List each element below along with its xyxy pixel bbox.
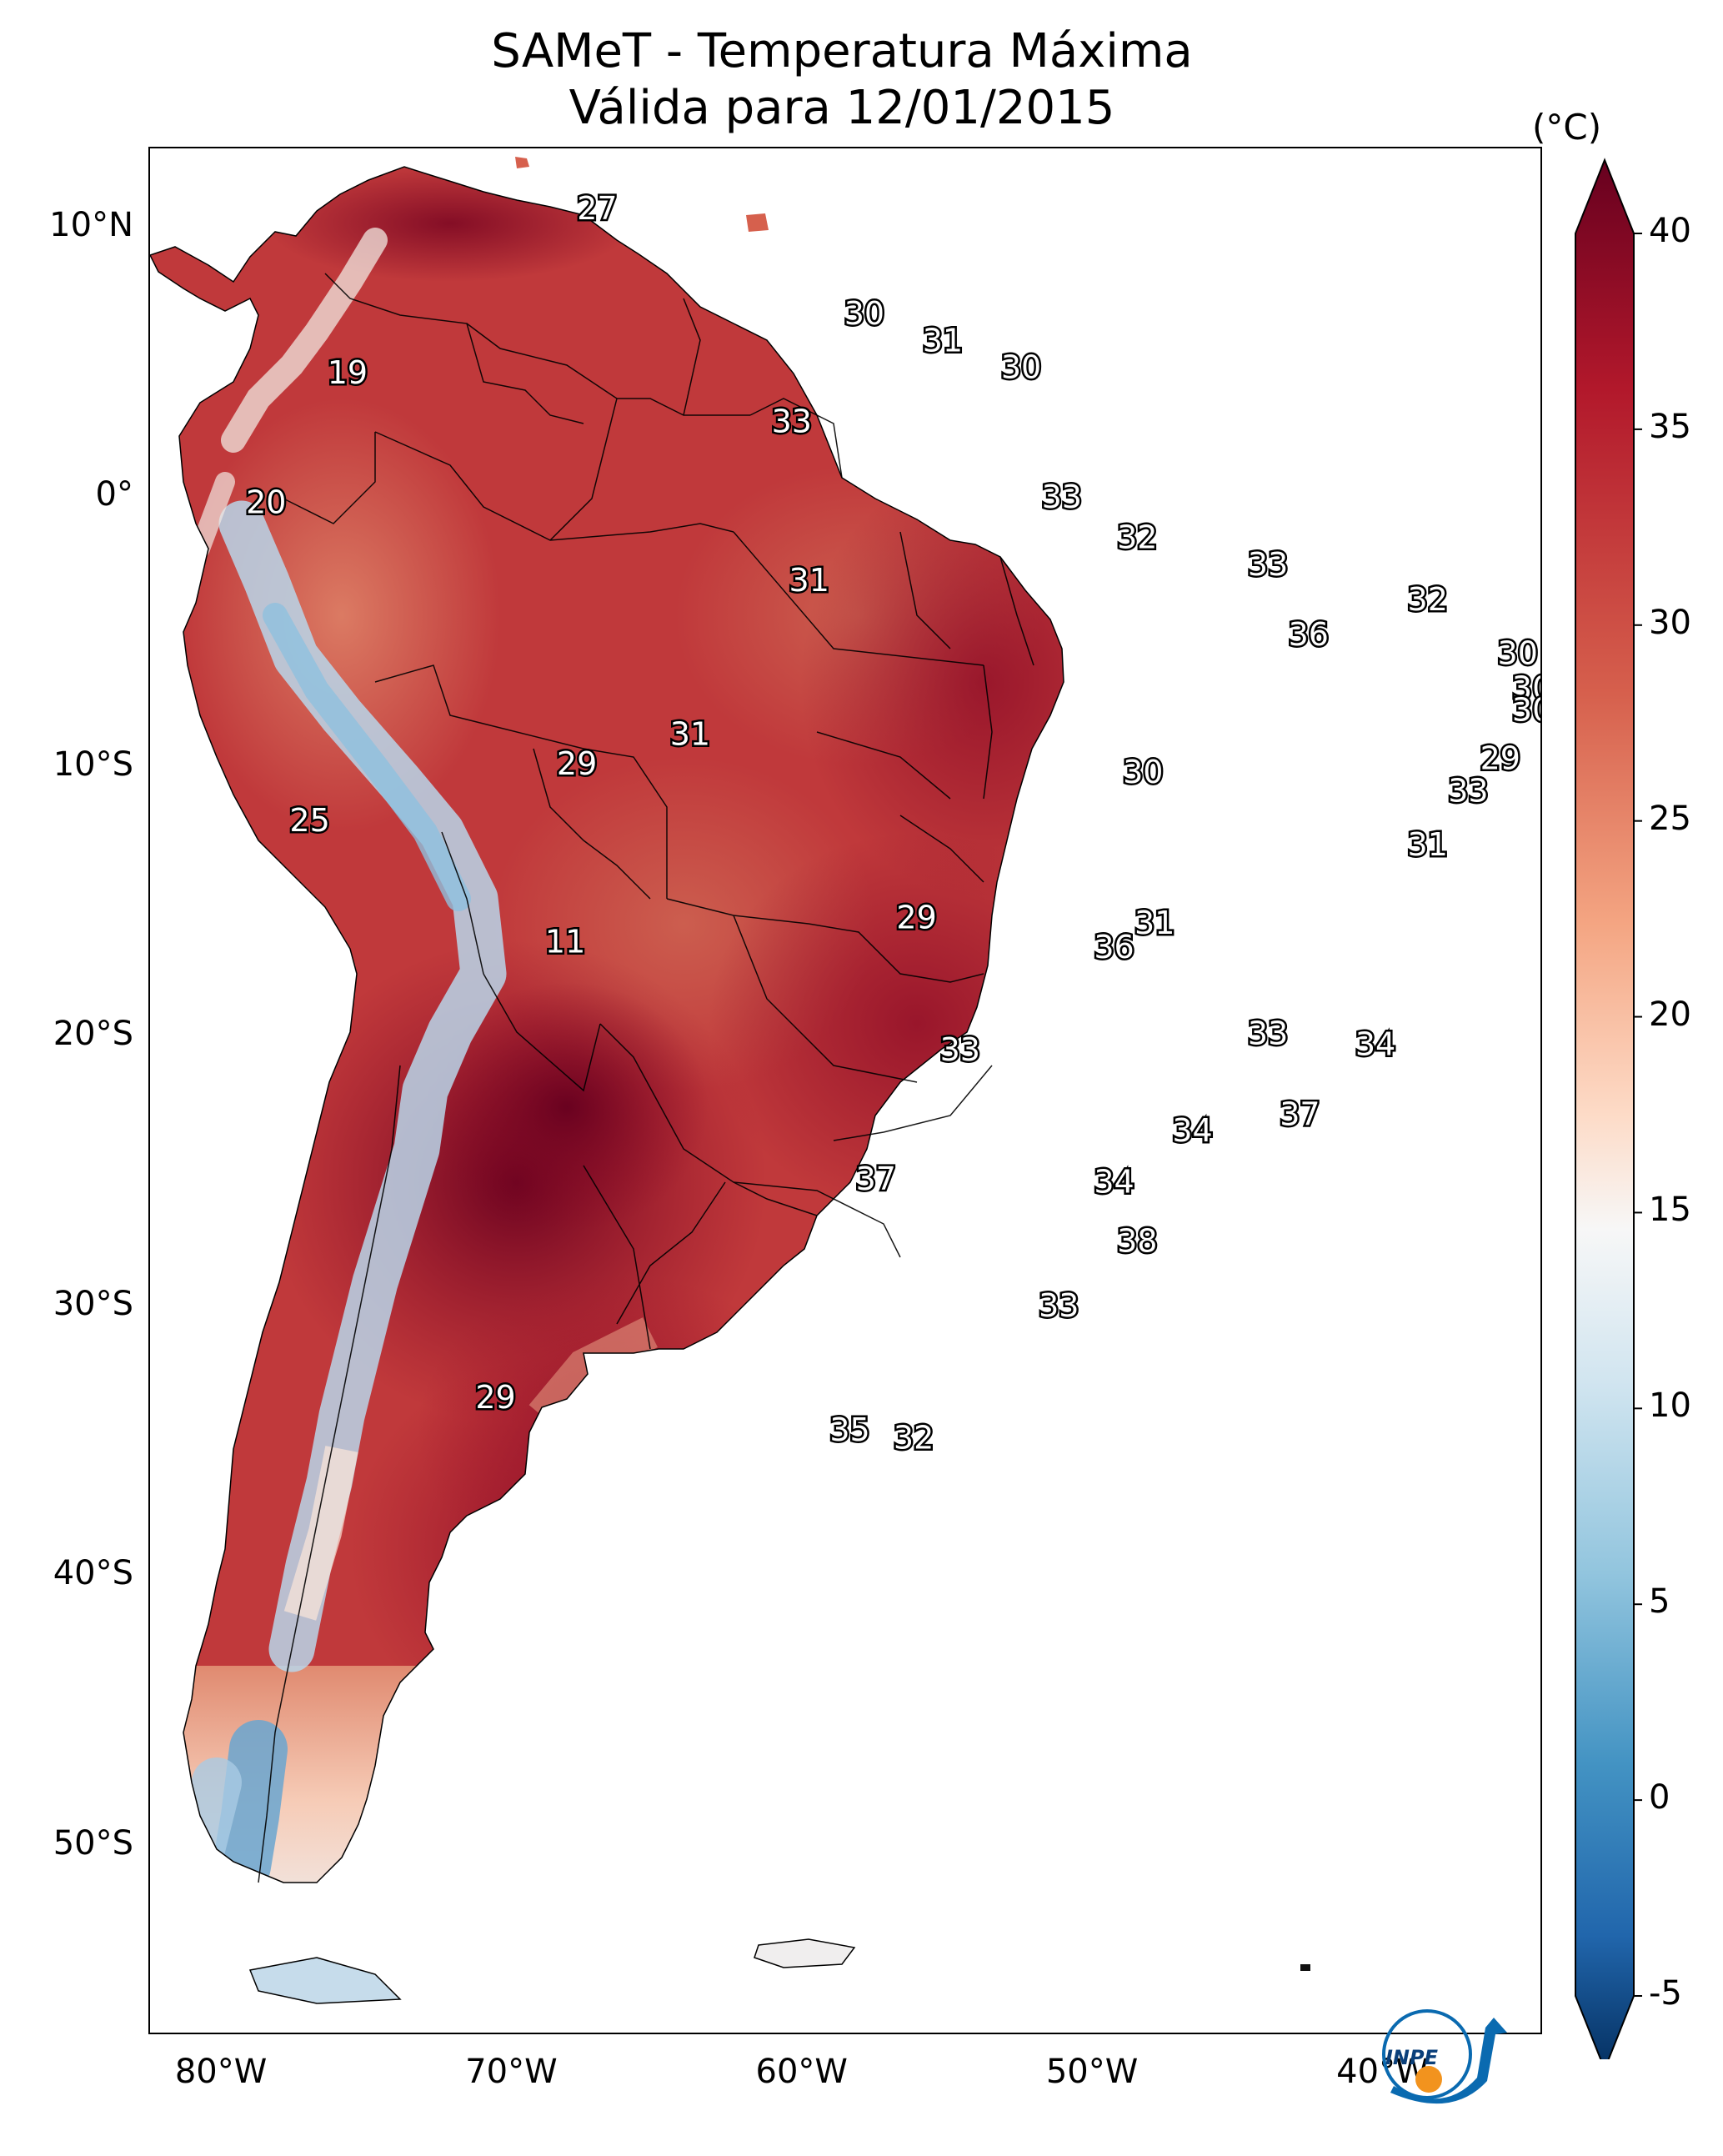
station-label: 33 [772,403,812,439]
station-label: 30 [1001,349,1041,386]
colorbar-tick-label: 25 [1649,799,1691,838]
land-mass [150,166,1064,1883]
station-label: 36 [1289,616,1329,653]
colorbar-tick-label: 30 [1649,603,1691,642]
colorbar-tick-label: 20 [1649,995,1691,1034]
colorbar [1575,158,1642,2059]
colorbar-tick-label: 10 [1649,1386,1691,1426]
latitude-tick-label: 50°S [53,1823,133,1863]
station-label: 32 [1408,581,1448,618]
colorbar-tickmarks [1634,233,1642,1997]
station-label: 31 [670,716,710,753]
inpe-logo: INPE [1382,2009,1507,2104]
station-label: 29 [896,900,936,936]
map-area[interactable]: 2719303130332033323133323630303031293029… [148,147,1542,2034]
station-label: 31 [1134,905,1175,941]
station-label: 33 [1248,546,1288,583]
station-label: 11 [545,924,585,960]
station-label: 31 [923,322,963,358]
colorbar-tick-label: 15 [1649,1191,1691,1230]
station-label: 25 [289,802,329,839]
colorbar-tick-label: 5 [1649,1582,1670,1622]
station-label: 34 [1172,1112,1212,1149]
station-label: 30 [1498,635,1538,672]
latitude-tick-label: 40°S [53,1554,133,1593]
station-labels: 2719303130332033323133323630303031293029… [244,188,1542,1458]
latitude-tick-label: 30°S [53,1284,133,1323]
station-label: 31 [789,562,829,599]
longitude-tick-label: 60°W [755,2053,848,2091]
station-label: 29 [557,745,597,782]
station-label: 31 [1408,826,1448,863]
station-label: 33 [1448,773,1488,810]
station-label: 37 [1280,1096,1320,1133]
svg-text:INPE: INPE [1385,2046,1439,2069]
station-label: 19 [328,354,368,391]
station-label: 27 [577,190,617,227]
longitude-tick-label: 50°W [1045,2053,1139,2091]
station-label: 29 [475,1379,515,1416]
station-label: 20 [246,484,286,520]
station-label: 34 [1355,1026,1395,1063]
map-title: SAMeT - Temperatura Máxima Válida para 1… [142,23,1542,137]
station-label: 33 [1042,479,1082,515]
station-label: 30 [1512,692,1542,729]
station-label: 33 [1248,1015,1288,1052]
colorbar-tick-label: 35 [1649,407,1691,446]
colorbar-tick-label: 40 [1649,212,1691,250]
station-label: 30 [1512,670,1542,707]
colorbar-unit: (°C) [1532,107,1602,148]
latitude-tick-label: 10°N [49,206,133,245]
longitude-tick-label: 80°W [174,2053,268,2091]
station-label: 32 [894,1420,934,1457]
colorbar-tick-label: 0 [1649,1778,1670,1818]
latitude-tick-label: 10°S [53,745,133,784]
station-label: 29 [1480,740,1520,777]
station-label: 37 [856,1161,896,1197]
islands [248,157,1310,2004]
colorbar-tick-label: -5 [1649,1974,1682,2013]
station-label: 30 [844,295,884,332]
station-label: 35 [829,1411,869,1448]
temperature-map: 2719303130332033323133323630303031293029… [150,157,1542,2004]
title-line-1: SAMeT - Temperatura Máxima [491,24,1193,78]
station-label: 36 [1094,929,1134,965]
station-label: 34 [1094,1164,1134,1201]
station-label: 33 [1039,1287,1079,1324]
station-label: 30 [1123,754,1163,790]
country-borders [258,273,1034,1883]
latitude-tick-label: 20°S [53,1015,133,1054]
latitude-tick-label: 0° [95,475,133,514]
title-line-2: Válida para 12/01/2015 [568,81,1115,135]
station-label: 38 [1117,1223,1157,1260]
station-label: 33 [940,1031,980,1068]
longitude-tick-label: 70°W [465,2053,558,2091]
station-label: 32 [1117,519,1157,556]
